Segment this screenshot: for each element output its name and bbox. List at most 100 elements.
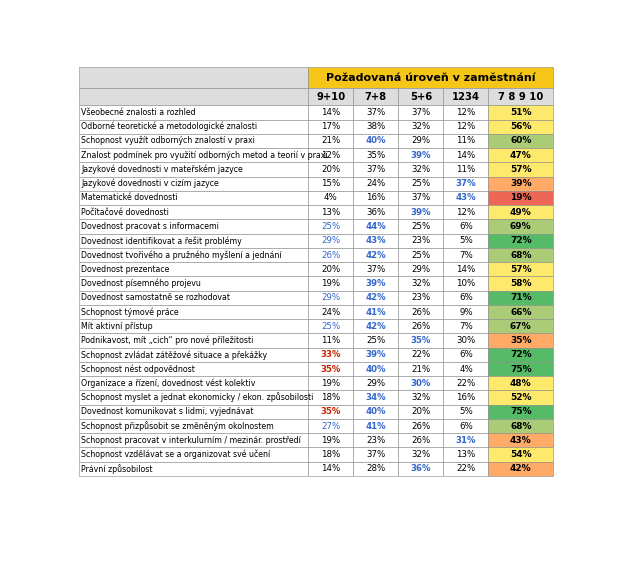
FancyBboxPatch shape (398, 362, 444, 376)
FancyBboxPatch shape (489, 448, 553, 462)
FancyBboxPatch shape (353, 462, 398, 476)
Text: 7%: 7% (459, 251, 473, 260)
FancyBboxPatch shape (308, 219, 353, 233)
FancyBboxPatch shape (398, 134, 444, 148)
Text: 43%: 43% (510, 436, 532, 445)
Text: 14%: 14% (321, 108, 341, 117)
FancyBboxPatch shape (353, 219, 398, 233)
Text: 18%: 18% (321, 450, 341, 459)
Text: 16%: 16% (366, 194, 386, 203)
Text: 20%: 20% (321, 165, 341, 174)
Text: 37%: 37% (366, 165, 386, 174)
Text: 39%: 39% (365, 350, 386, 359)
Text: 14%: 14% (456, 151, 475, 160)
FancyBboxPatch shape (489, 219, 553, 233)
Text: 6%: 6% (459, 421, 473, 431)
Text: 42%: 42% (365, 293, 386, 302)
Text: 29%: 29% (367, 379, 386, 388)
Text: Znalost podmínek pro využití odborných metod a teorií v praxi: Znalost podmínek pro využití odborných m… (82, 151, 328, 160)
Text: 57%: 57% (510, 265, 532, 274)
FancyBboxPatch shape (489, 291, 553, 305)
Text: 26%: 26% (411, 307, 430, 316)
Text: 37%: 37% (456, 179, 477, 188)
Text: 14%: 14% (456, 265, 475, 274)
FancyBboxPatch shape (353, 162, 398, 177)
Text: 35%: 35% (366, 151, 386, 160)
FancyBboxPatch shape (79, 248, 308, 262)
FancyBboxPatch shape (79, 177, 308, 191)
FancyBboxPatch shape (79, 348, 308, 362)
FancyBboxPatch shape (353, 291, 398, 305)
FancyBboxPatch shape (398, 376, 444, 390)
FancyBboxPatch shape (489, 205, 553, 219)
Text: 35%: 35% (510, 336, 532, 345)
FancyBboxPatch shape (79, 376, 308, 390)
FancyBboxPatch shape (79, 148, 308, 162)
FancyBboxPatch shape (398, 433, 444, 448)
Text: 28%: 28% (366, 465, 386, 473)
Text: 66%: 66% (510, 307, 532, 316)
FancyBboxPatch shape (79, 462, 308, 476)
Text: 41%: 41% (365, 421, 386, 431)
FancyBboxPatch shape (308, 233, 353, 248)
Text: 29%: 29% (321, 236, 340, 245)
Text: Organizace a řízení, dovednost vést kolektiv: Organizace a řízení, dovednost vést kole… (82, 379, 256, 388)
Text: 19%: 19% (321, 379, 340, 388)
FancyBboxPatch shape (79, 88, 308, 105)
FancyBboxPatch shape (353, 348, 398, 362)
Text: 72%: 72% (510, 350, 532, 359)
Text: 16%: 16% (456, 393, 475, 402)
FancyBboxPatch shape (398, 191, 444, 205)
FancyBboxPatch shape (489, 233, 553, 248)
Text: 37%: 37% (411, 108, 430, 117)
FancyBboxPatch shape (398, 262, 444, 277)
FancyBboxPatch shape (79, 362, 308, 376)
FancyBboxPatch shape (308, 462, 353, 476)
Text: 71%: 71% (510, 293, 532, 302)
Text: 29%: 29% (411, 265, 430, 274)
Text: 12%: 12% (456, 108, 475, 117)
Text: 30%: 30% (456, 336, 475, 345)
FancyBboxPatch shape (489, 404, 553, 419)
Text: 25%: 25% (321, 222, 341, 231)
FancyBboxPatch shape (489, 105, 553, 119)
FancyBboxPatch shape (444, 462, 489, 476)
FancyBboxPatch shape (353, 148, 398, 162)
FancyBboxPatch shape (79, 390, 308, 404)
FancyBboxPatch shape (489, 262, 553, 277)
FancyBboxPatch shape (489, 148, 553, 162)
Text: Jazykové dovednosti v cizím jazyce: Jazykové dovednosti v cizím jazyce (82, 179, 219, 188)
Text: 56%: 56% (510, 122, 532, 131)
Text: 21%: 21% (321, 136, 341, 145)
Text: Schopnost přizpůsobit se změněným okolnostem: Schopnost přizpůsobit se změněným okolno… (82, 421, 274, 431)
FancyBboxPatch shape (353, 390, 398, 404)
FancyBboxPatch shape (489, 462, 553, 476)
Text: 35%: 35% (320, 407, 341, 416)
FancyBboxPatch shape (489, 119, 553, 134)
Text: 14%: 14% (321, 465, 341, 473)
FancyBboxPatch shape (308, 277, 353, 291)
FancyBboxPatch shape (353, 191, 398, 205)
Text: 7%: 7% (459, 322, 473, 331)
Text: 22%: 22% (456, 465, 475, 473)
Text: 44%: 44% (365, 222, 386, 231)
FancyBboxPatch shape (308, 433, 353, 448)
FancyBboxPatch shape (444, 119, 489, 134)
FancyBboxPatch shape (308, 305, 353, 319)
FancyBboxPatch shape (398, 148, 444, 162)
FancyBboxPatch shape (353, 433, 398, 448)
FancyBboxPatch shape (489, 433, 553, 448)
FancyBboxPatch shape (79, 134, 308, 148)
FancyBboxPatch shape (444, 88, 489, 105)
FancyBboxPatch shape (398, 277, 444, 291)
Text: 25%: 25% (366, 336, 386, 345)
Text: 67%: 67% (510, 322, 532, 331)
Text: 39%: 39% (365, 279, 386, 288)
FancyBboxPatch shape (444, 404, 489, 419)
FancyBboxPatch shape (444, 191, 489, 205)
Text: 4%: 4% (324, 194, 337, 203)
Text: 10%: 10% (456, 279, 475, 288)
Text: 39%: 39% (510, 179, 532, 188)
Text: 36%: 36% (411, 465, 431, 473)
FancyBboxPatch shape (444, 333, 489, 348)
